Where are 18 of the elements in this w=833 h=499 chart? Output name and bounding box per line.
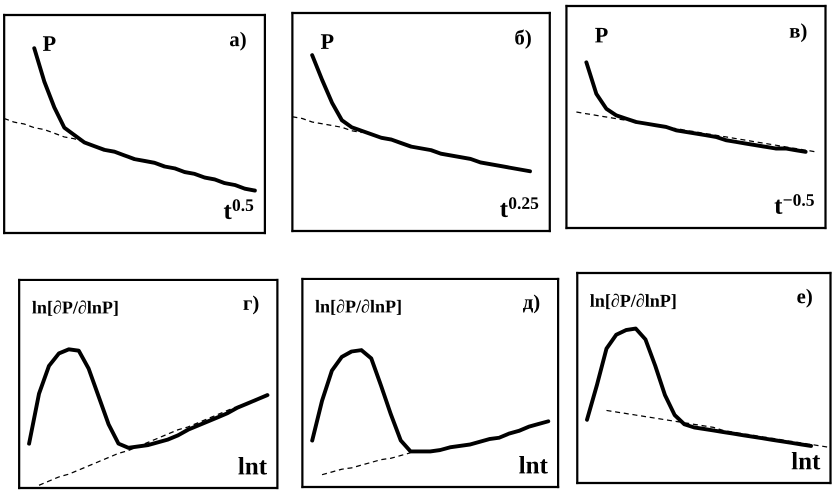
x-axis-title: lnt [238, 457, 267, 475]
chart-title: д) [522, 294, 540, 314]
chart-title: г) [243, 295, 258, 314]
chart-title: в) [790, 23, 806, 42]
x-axis-title: lnt [792, 452, 820, 470]
chart-title: е) [797, 288, 812, 308]
y-axis-title: P [320, 34, 334, 49]
x-axis-title: lnt [519, 456, 548, 474]
y-axis-title: ln[∂P/∂lnP] [590, 294, 676, 310]
x-axis-title: t$^{0.5}$ [224, 199, 254, 220]
x-axis-title: t$^{−0.5}$ [774, 194, 814, 214]
y-axis-title: P [595, 28, 608, 42]
y-axis-title: ln[∂P/∂lnP] [315, 299, 401, 315]
chart-title: б) [515, 29, 531, 49]
chart-title: а) [230, 32, 246, 51]
y-axis-title: P [42, 36, 56, 51]
y-axis-title: ln[∂P/∂lnP] [32, 300, 118, 316]
x-axis-title: t$^{0.25}$ [500, 197, 538, 218]
